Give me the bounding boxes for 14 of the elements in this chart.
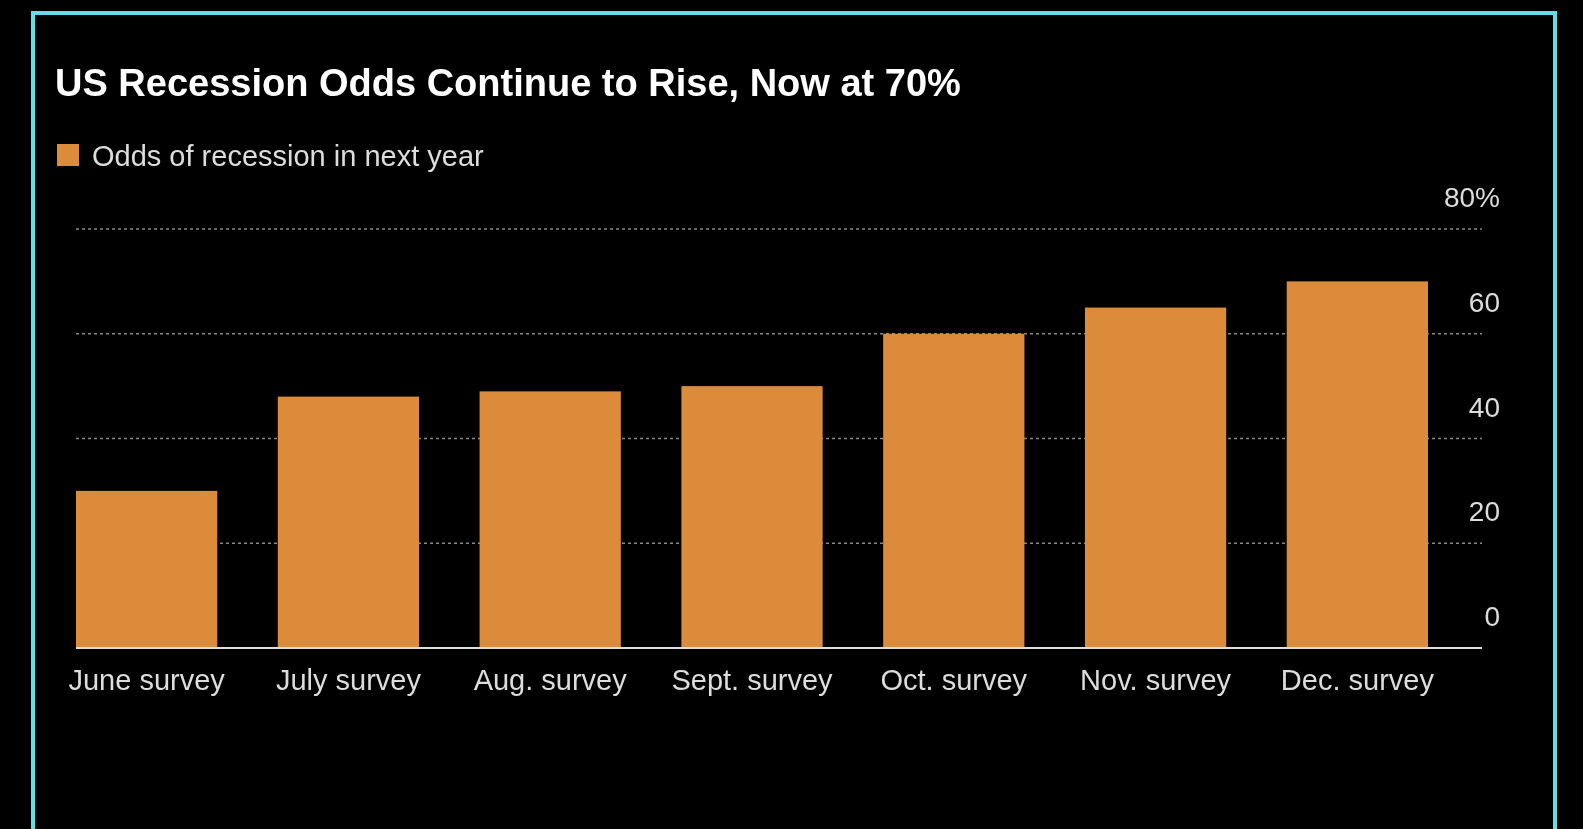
- legend-label: Odds of recession in next year: [92, 140, 485, 172]
- y-tick-label: 20: [1468, 496, 1500, 528]
- x-tick-label: Aug. survey: [473, 664, 628, 696]
- y-tick-label: 40: [1468, 391, 1500, 423]
- x-tick-label: June survey: [68, 664, 226, 696]
- y-tick-label: 80%: [1443, 182, 1500, 213]
- x-tick-label: Dec. survey: [1280, 664, 1435, 696]
- x-tick-label: Sept. survey: [671, 664, 834, 696]
- x-tick-label: Oct. survey: [880, 664, 1028, 696]
- x-tick-label: July survey: [275, 664, 422, 696]
- x-tick-label: Nov. survey: [1080, 664, 1232, 696]
- y-tick-label: 0: [1484, 601, 1500, 632]
- chart-title: US Recession Odds Continue to Rise, Now at 70%: [55, 62, 961, 104]
- y-tick-label: 60: [1468, 286, 1500, 318]
